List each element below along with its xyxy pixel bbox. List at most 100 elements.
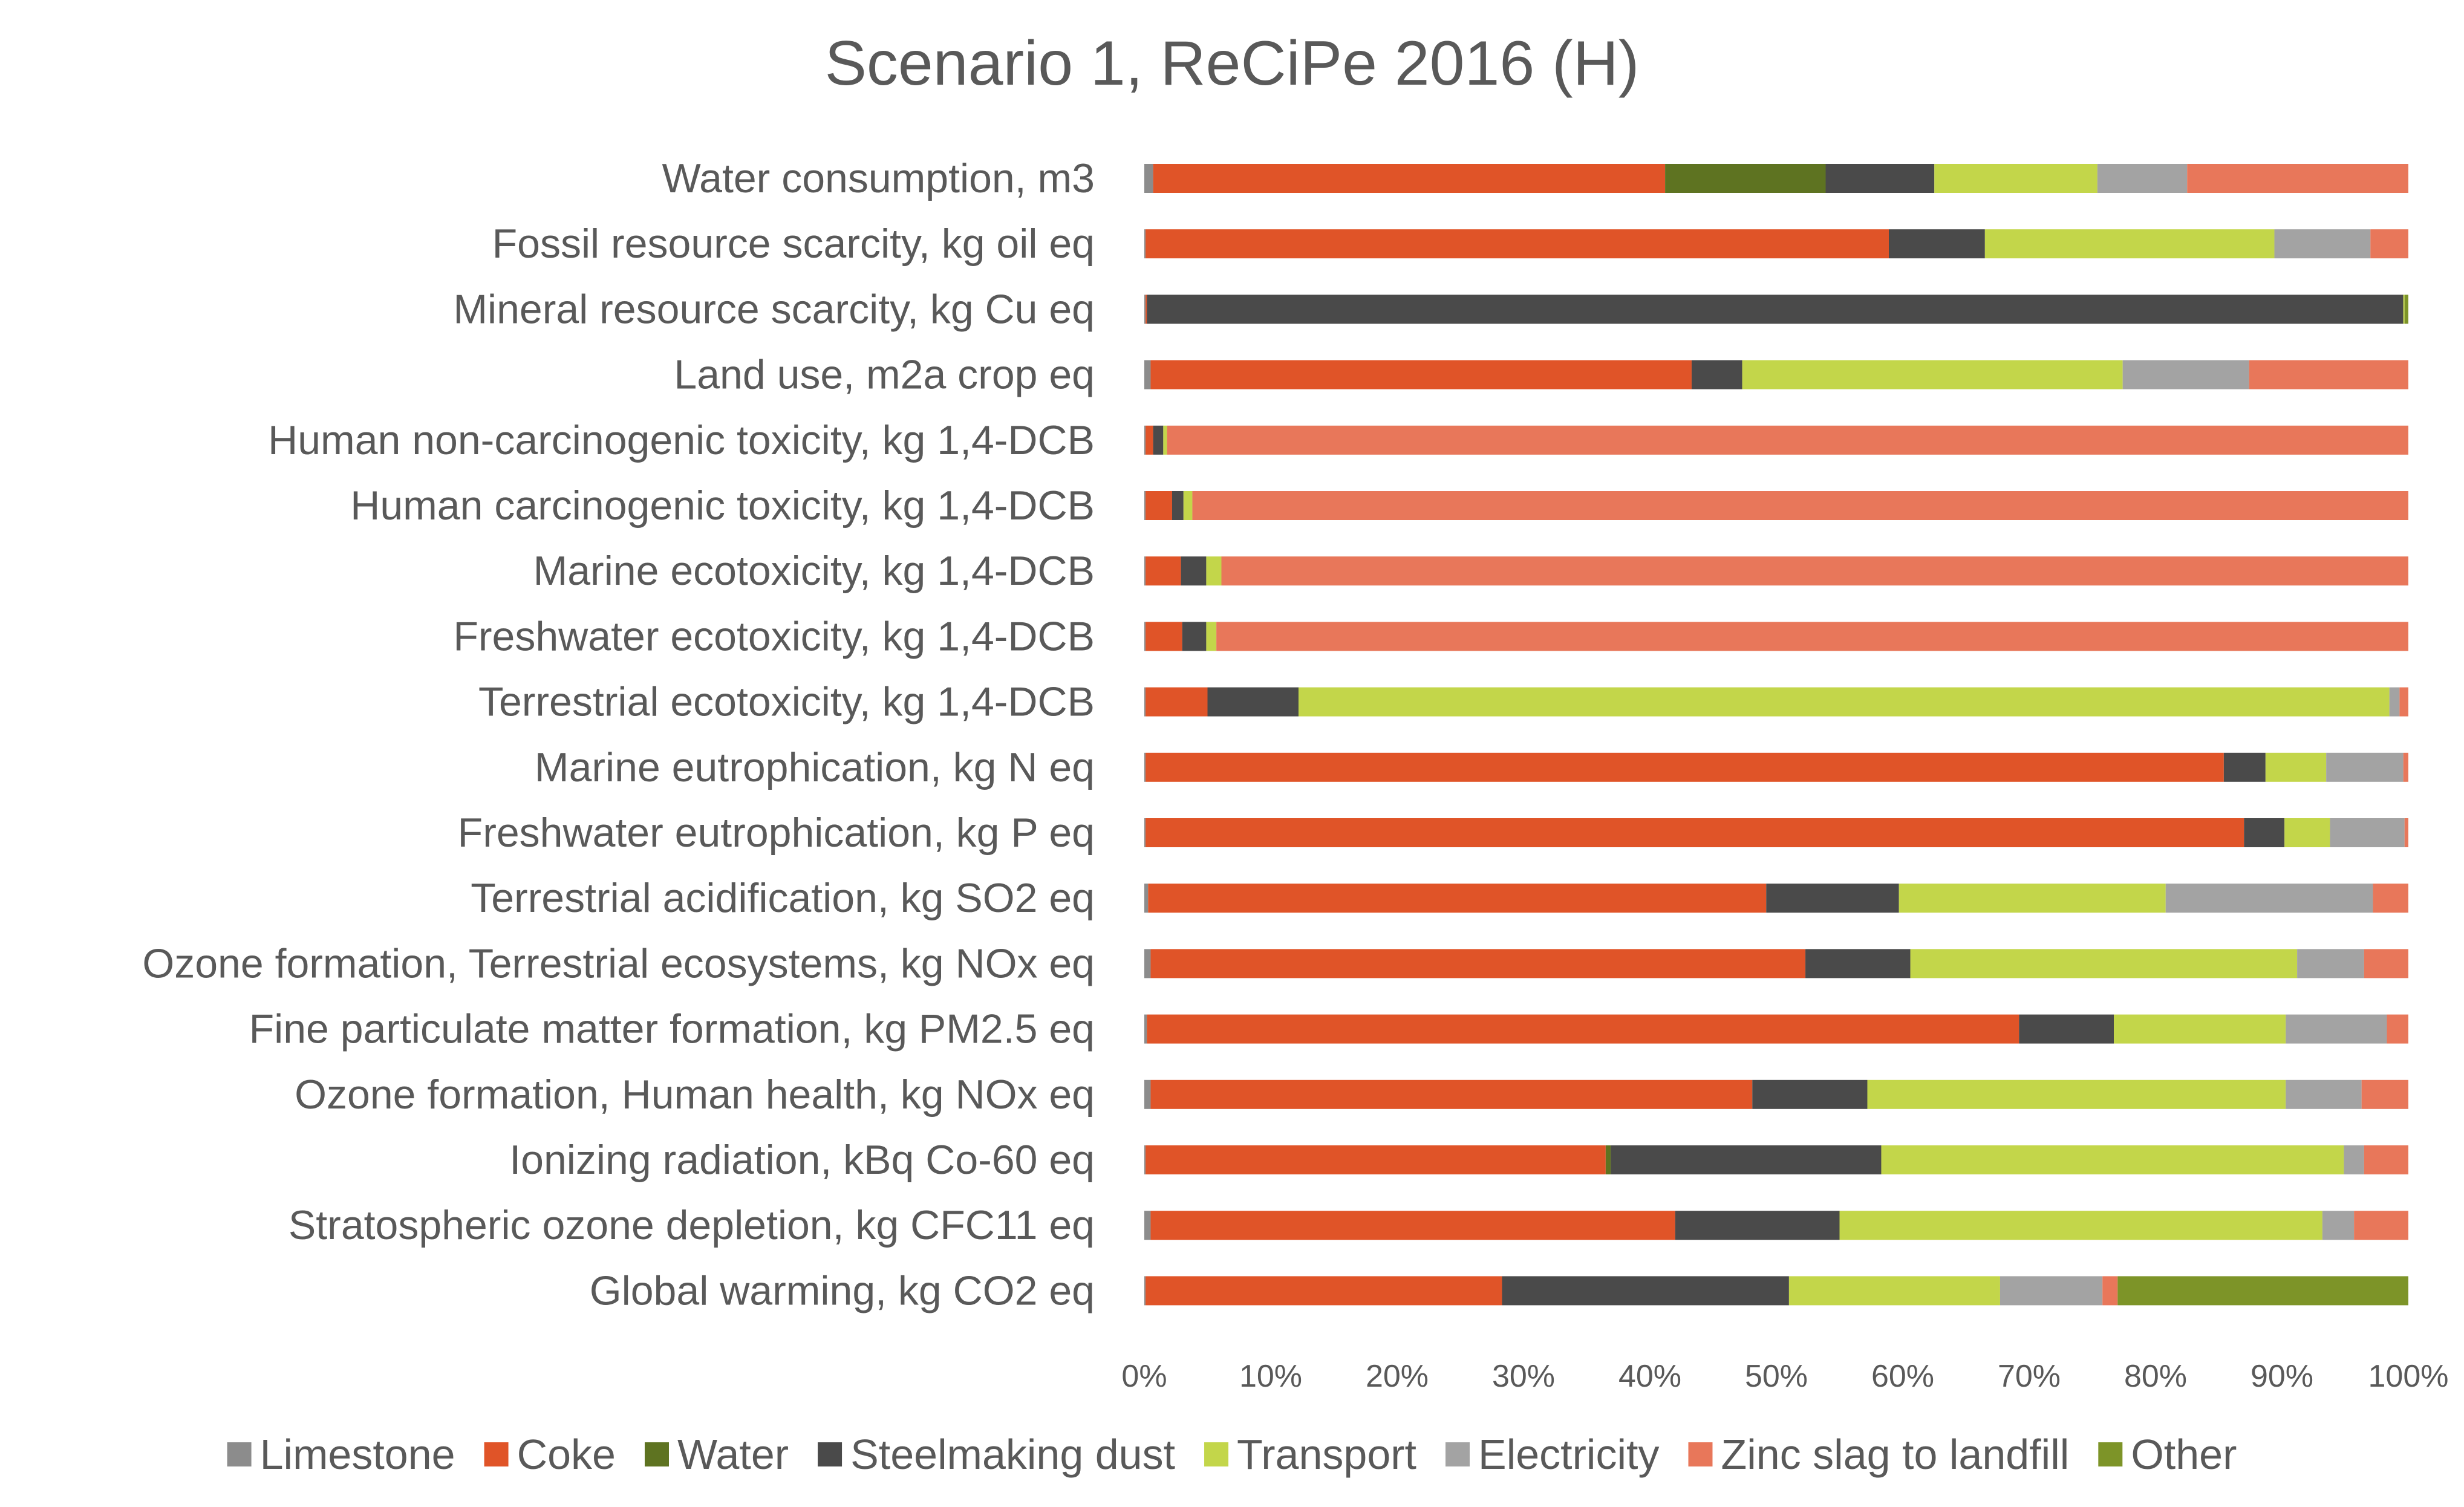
bar-segment-limestone bbox=[1144, 1276, 1146, 1306]
bar-segment-limestone bbox=[1144, 818, 1146, 847]
bar-segment-transport bbox=[1163, 425, 1167, 455]
bar-segment-steelmaking-dust bbox=[1766, 884, 1899, 913]
legend-swatch bbox=[644, 1442, 669, 1466]
bar-segment-steelmaking-dust bbox=[2223, 752, 2266, 782]
plot-area: Water consumption, m3 Fossil resource sca… bbox=[142, 155, 2408, 1313]
bar-segment-water bbox=[1665, 164, 1826, 193]
bar-segment-limestone bbox=[1144, 884, 1149, 913]
bar-segment-transport bbox=[1984, 229, 2275, 259]
bar-segment-zinc-slag-to-landfill bbox=[2354, 1211, 2408, 1240]
bar-segment-coke bbox=[1153, 164, 1666, 193]
bar-segment-coke bbox=[1146, 1276, 1502, 1306]
bar-segment-other bbox=[2117, 1276, 2408, 1306]
bar-segment-transport bbox=[1183, 491, 1193, 520]
bar-segment-steelmaking-dust bbox=[2019, 1014, 2114, 1044]
bar-segment-zinc-slag-to-landfill bbox=[2370, 229, 2408, 259]
bar-segment-zinc-slag-to-landfill bbox=[2404, 818, 2408, 847]
bar-segment-electricity bbox=[2344, 1145, 2364, 1174]
bar-segment-limestone bbox=[1144, 491, 1146, 520]
bar-segment-coke bbox=[1150, 949, 1806, 978]
legend-label: Limestone bbox=[260, 1431, 455, 1478]
category-label: Marine ecotoxicity, kg 1,4-DCB bbox=[533, 548, 1095, 594]
bar-segment-zinc-slag-to-landfill bbox=[2361, 1079, 2408, 1109]
bar-segment-steelmaking-dust bbox=[1691, 360, 1742, 389]
bar-segment-limestone bbox=[1144, 687, 1146, 717]
bar-segment-coke bbox=[1146, 687, 1208, 717]
legend-label: Transport bbox=[1237, 1431, 1416, 1478]
bar-segment-zinc-slag-to-landfill bbox=[2249, 360, 2408, 389]
bar-segment-zinc-slag-to-landfill bbox=[1192, 491, 2408, 520]
x-tick-label: 10% bbox=[1239, 1359, 1302, 1394]
bar-segment-water bbox=[1605, 1145, 1611, 1174]
x-tick-label: 80% bbox=[2124, 1359, 2187, 1394]
x-tick-label: 20% bbox=[1366, 1359, 1429, 1394]
bar-segment-limestone bbox=[1144, 752, 1146, 782]
bar-segment-zinc-slag-to-landfill bbox=[2399, 687, 2408, 717]
bar-segment-steelmaking-dust bbox=[1889, 229, 1985, 259]
category-label: Fossil resource scarcity, kg oil eq bbox=[492, 221, 1095, 267]
bar-segment-transport bbox=[2403, 295, 2405, 324]
bar-segment-electricity bbox=[2000, 1276, 2103, 1306]
bar-segment-steelmaking-dust bbox=[1147, 295, 2404, 324]
category-label: Marine eutrophication, kg N eq bbox=[535, 744, 1095, 790]
bar-segment-zinc-slag-to-landfill bbox=[2373, 884, 2408, 913]
category-label: Land use, m2a crop eq bbox=[674, 352, 1095, 398]
x-tick-label: 90% bbox=[2251, 1359, 2313, 1394]
legend-swatch bbox=[1204, 1442, 1229, 1466]
legend-swatch bbox=[1445, 1442, 1470, 1466]
bar-segment-zinc-slag-to-landfill bbox=[1216, 622, 2408, 651]
bar-segment-limestone bbox=[1144, 1014, 1147, 1044]
x-tick-label: 40% bbox=[1618, 1359, 1681, 1394]
bar-segment-transport bbox=[2114, 1014, 2286, 1044]
legend-label: Other bbox=[2131, 1431, 2237, 1478]
legend-label: Coke bbox=[517, 1431, 616, 1478]
category-label: Human carcinogenic toxicity, kg 1,4-DCB bbox=[350, 483, 1095, 529]
bar-segment-zinc-slag-to-landfill bbox=[1167, 425, 2408, 455]
bar-segment-coke bbox=[1150, 1211, 1675, 1240]
x-tick-label: 100% bbox=[2368, 1359, 2449, 1394]
bar-segment-electricity bbox=[2297, 949, 2364, 978]
bar-segment-transport bbox=[1899, 884, 2166, 913]
chart-title: Scenario 1, ReCiPe 2016 (H) bbox=[825, 28, 1640, 99]
bar-segment-steelmaking-dust bbox=[1181, 556, 1207, 586]
bar-segment-steelmaking-dust bbox=[1611, 1145, 1882, 1174]
bar-segment-coke bbox=[1146, 818, 2244, 847]
x-tick-label: 70% bbox=[1998, 1359, 2061, 1394]
bar-segment-electricity bbox=[2389, 687, 2400, 717]
category-label: Freshwater eutrophication, kg P eq bbox=[458, 810, 1095, 856]
legend-label: Steelmaking dust bbox=[850, 1431, 1175, 1478]
bar-segment-coke bbox=[1146, 491, 1172, 520]
bar-segment-transport bbox=[1867, 1079, 2286, 1109]
bar-segment-steelmaking-dust bbox=[1825, 164, 1935, 193]
bar-segment-coke bbox=[1146, 752, 2224, 782]
legend-swatch bbox=[484, 1442, 509, 1466]
bar-segment-electricity bbox=[2122, 360, 2249, 389]
bar-segment-limestone bbox=[1144, 229, 1146, 259]
category-label: Freshwater ecotoxicity, kg 1,4-DCB bbox=[453, 613, 1095, 659]
legend-swatch bbox=[1688, 1442, 1713, 1466]
category-label: Stratospheric ozone depletion, kg CFC11 … bbox=[288, 1202, 1095, 1248]
bar-segment-transport bbox=[1206, 556, 1222, 586]
x-tick-label: 60% bbox=[1871, 1359, 1934, 1394]
bar-segment-zinc-slag-to-landfill bbox=[2102, 1276, 2118, 1306]
category-label: Mineral resource scarcity, kg Cu eq bbox=[453, 286, 1095, 332]
bar-segment-steelmaking-dust bbox=[1153, 425, 1164, 455]
bar-segment-zinc-slag-to-landfill bbox=[2364, 949, 2408, 978]
bar-segment-steelmaking-dust bbox=[1182, 622, 1207, 651]
category-label: Water consumption, m3 bbox=[662, 155, 1095, 201]
bar-segment-zinc-slag-to-landfill bbox=[1221, 556, 2408, 586]
bar-segment-steelmaking-dust bbox=[1207, 687, 1299, 717]
bar-segment-limestone bbox=[1144, 425, 1146, 455]
bar-segment-limestone bbox=[1144, 164, 1153, 193]
bar-segment-zinc-slag-to-landfill bbox=[2387, 1014, 2408, 1044]
bar-segment-electricity bbox=[2097, 164, 2188, 193]
bar-segment-electricity bbox=[2286, 1014, 2387, 1044]
bar-segment-zinc-slag-to-landfill bbox=[2403, 752, 2408, 782]
category-label: Ozone formation, Human health, kg NOx eq bbox=[295, 1072, 1095, 1118]
category-label: Global warming, kg CO2 eq bbox=[590, 1268, 1095, 1313]
bar-segment-steelmaking-dust bbox=[1675, 1211, 1840, 1240]
bar-segment-transport bbox=[1742, 360, 2123, 389]
bar-segment-zinc-slag-to-landfill bbox=[2364, 1145, 2408, 1174]
bar-segment-transport bbox=[1298, 687, 2390, 717]
x-tick-label: 0% bbox=[1121, 1359, 1167, 1394]
